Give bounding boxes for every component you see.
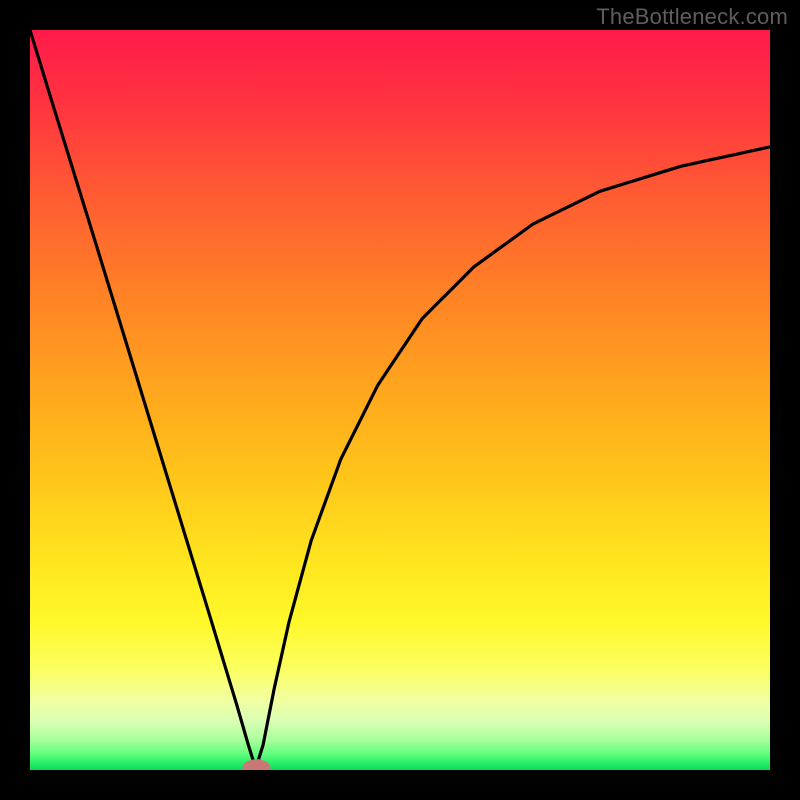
gradient-background <box>30 30 770 770</box>
bottleneck-curve-chart <box>30 30 770 770</box>
watermark-text: TheBottleneck.com <box>596 4 788 30</box>
plot-area <box>30 30 770 770</box>
chart-frame: TheBottleneck.com <box>0 0 800 800</box>
